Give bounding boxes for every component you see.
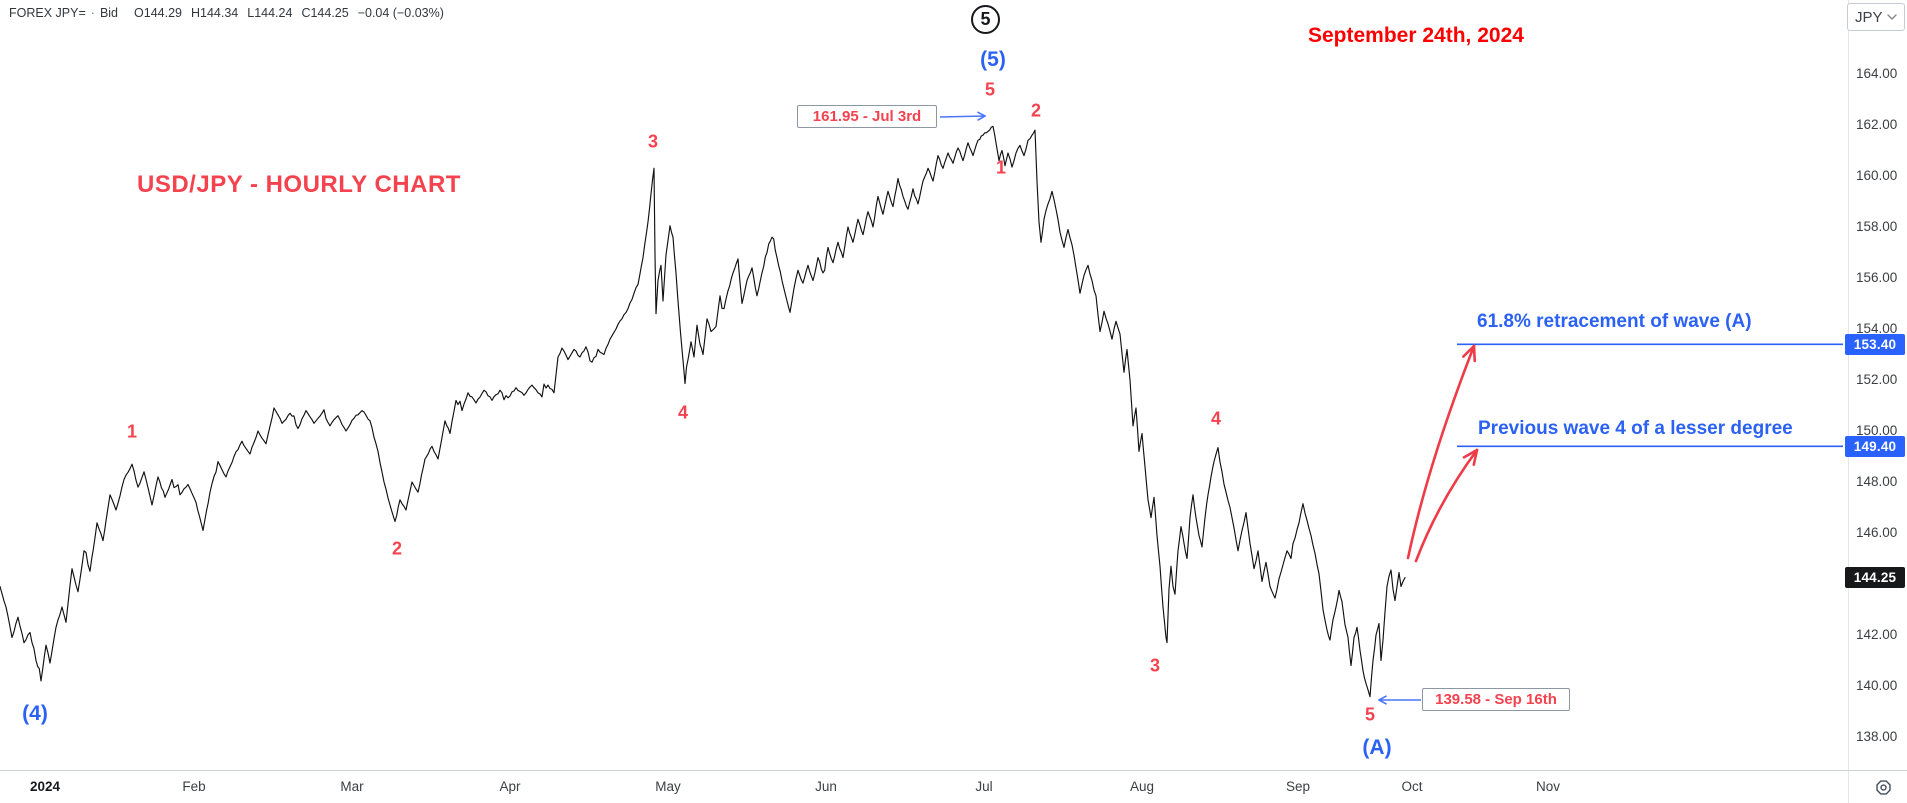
target-annotation-text: Previous wave 4 of a lesser degree (1478, 418, 1793, 439)
wave-label-red: 5 (984, 79, 996, 100)
y-axis-tick: 160.00 (1856, 168, 1898, 183)
y-axis-tick: 146.00 (1856, 525, 1898, 540)
currency-tab-label: JPY (1855, 8, 1883, 26)
projection-arrow-head (1472, 448, 1479, 466)
x-axis-label: Oct (1401, 779, 1423, 794)
x-axis-label: Mar (340, 779, 364, 794)
axis-settings-button[interactable] (1871, 775, 1895, 799)
high-value: H144.34 (190, 6, 239, 20)
instrument-name: FOREX JPY= (9, 6, 86, 20)
chevron-down-icon (1887, 14, 1897, 20)
low-value: L144.24 (247, 6, 293, 20)
y-axis-tick: 148.00 (1856, 474, 1898, 489)
separator-dot: · (90, 6, 95, 20)
x-axis-label: Nov (1535, 779, 1561, 794)
wave-label-red: 1 (995, 157, 1007, 178)
y-axis-tick: 152.00 (1856, 372, 1898, 387)
callout-arrow (939, 115, 986, 118)
wave-label-red: 3 (647, 131, 659, 152)
price-callout-box[interactable]: 139.58 - Sep 16th (1422, 688, 1570, 711)
x-axis-label: Jun (815, 779, 837, 794)
wave-label-red: 2 (391, 538, 403, 559)
y-axis-tick: 150.00 (1856, 423, 1898, 438)
x-axis-label: 2024 (29, 779, 61, 794)
y-axis-tick: 142.00 (1856, 627, 1898, 642)
price-level-badge: 153.40 (1845, 333, 1905, 355)
y-axis-tick: 156.00 (1856, 270, 1898, 285)
callout-arrow-head (1378, 699, 1387, 705)
close-value: C144.25 (301, 6, 349, 20)
x-axis-label: May (655, 779, 681, 794)
projection-arrow[interactable] (1414, 448, 1479, 563)
callout-arrow-head (977, 115, 986, 121)
circled-wave-5-label: 5 (971, 5, 1000, 34)
price-level-badge: 149.40 (1845, 435, 1905, 457)
wave-label-red: 4 (677, 402, 689, 423)
projection-arrow-head (1462, 344, 1476, 358)
wave-label-red: 2 (1030, 100, 1042, 121)
wave-label-red: 5 (1364, 704, 1376, 725)
projection-arrow-head (1462, 448, 1479, 459)
chart-title: USD/JPY - HOURLY CHART (137, 171, 461, 198)
price-level-badge: 144.25 (1845, 567, 1905, 589)
y-axis-tick: 138.00 (1856, 729, 1898, 744)
x-axis-label: Feb (182, 779, 206, 794)
y-axis-tick: 154.00 (1856, 321, 1898, 336)
x-axis-label: Sep (1285, 779, 1311, 794)
date-annotation: September 24th, 2024 (1308, 24, 1524, 47)
wave-label-blue: (4) (22, 702, 48, 725)
y-axis-tick: 140.00 (1856, 678, 1898, 693)
currency-scale-tab[interactable]: JPY (1847, 3, 1905, 31)
wave-label-blue: (A) (1362, 736, 1392, 759)
price-axis-divider (1848, 0, 1849, 803)
y-axis-tick: 162.00 (1856, 117, 1898, 132)
wave-label-red: 1 (126, 421, 138, 442)
target-annotation-text: 61.8% retracement of wave (A) (1477, 311, 1752, 332)
y-axis-tick: 164.00 (1856, 66, 1898, 81)
quote-type: Bid (99, 6, 119, 20)
wave-label-red: 4 (1210, 408, 1222, 429)
time-axis-divider (0, 770, 1907, 771)
instrument-header: FOREX JPY= · Bid O144.29 H144.34 L144.24… (9, 5, 444, 21)
open-value: O144.29 (134, 6, 182, 20)
x-axis-label: Jul (975, 779, 993, 794)
callout-arrow-head (1378, 695, 1387, 701)
projection-arrow-head (1472, 344, 1477, 363)
wave-label-red: 3 (1149, 655, 1161, 676)
gear-icon (1875, 779, 1891, 795)
callout-arrow-head (977, 111, 986, 117)
projection-arrow[interactable] (1406, 344, 1476, 560)
price-callout-box[interactable]: 161.95 - Jul 3rd (797, 105, 937, 128)
y-axis-tick: 158.00 (1856, 219, 1898, 234)
price-line-path (0, 125, 1406, 698)
change-value: −0.04 (−0.03%) (357, 6, 444, 20)
x-axis-label: Aug (1129, 779, 1155, 794)
wave-label-blue: (5) (980, 48, 1006, 71)
x-axis-label: Apr (499, 779, 521, 794)
